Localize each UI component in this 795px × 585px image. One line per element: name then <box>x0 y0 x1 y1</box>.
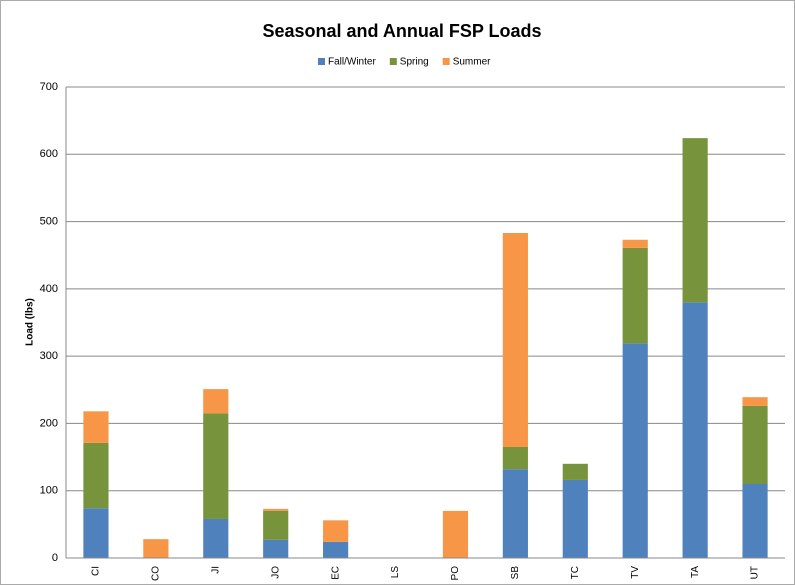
x-tick-label: TV <box>630 566 641 579</box>
bar-segment <box>502 233 528 447</box>
y-tick-label: 100 <box>40 485 58 497</box>
y-tick-label: 400 <box>40 283 58 295</box>
bar-segment <box>263 508 289 511</box>
bar-segment <box>742 483 768 558</box>
bar-segment <box>323 541 349 558</box>
bar-segment <box>203 389 229 414</box>
x-tick-label: JO <box>270 566 281 579</box>
chart-title: Seasonal and Annual FSP Loads <box>262 21 541 41</box>
bar-segment <box>323 520 349 542</box>
bar-segment <box>682 302 708 558</box>
x-tick-label: SB <box>510 566 521 580</box>
legend-label: Spring <box>400 57 429 68</box>
legend-swatch <box>389 58 397 65</box>
legend-swatch <box>318 58 325 65</box>
bar-segment <box>742 405 768 484</box>
bar-segment <box>442 510 469 558</box>
y-tick-label: 700 <box>40 81 58 93</box>
x-tick-label: UT <box>750 566 761 579</box>
bar-segment <box>562 479 588 558</box>
y-tick-label: 300 <box>40 350 58 362</box>
x-tick-label: TC <box>570 566 581 579</box>
bar-segment <box>742 397 768 406</box>
bar-segment <box>502 469 528 558</box>
bar-segment <box>263 510 289 540</box>
y-tick-label: 500 <box>40 215 58 227</box>
x-tick-label: PO <box>450 566 461 581</box>
y-tick-label: 600 <box>40 148 58 160</box>
x-tick-label: CO <box>151 566 162 581</box>
bar-segment <box>682 138 708 303</box>
x-tick-label: JI <box>210 566 221 574</box>
y-axis-label: Load (lbs) <box>25 298 36 346</box>
x-tick-label: LS <box>390 566 401 579</box>
x-tick-label: TA <box>690 566 701 578</box>
legend-swatch <box>442 58 450 65</box>
bar-segment <box>203 413 229 519</box>
x-tick-label: EC <box>330 566 341 580</box>
bar-segment <box>562 463 588 480</box>
y-tick-label: 0 <box>52 552 58 564</box>
bar-segment <box>83 411 109 443</box>
bar-segment <box>83 442 109 509</box>
bar-segment <box>622 247 648 344</box>
bar-segment <box>143 539 169 558</box>
bar-segment <box>263 539 289 558</box>
bar-segment <box>83 508 109 558</box>
bar-segment <box>622 343 648 558</box>
bar-segment <box>203 518 229 558</box>
legend-label: Summer <box>453 57 491 68</box>
y-tick-label: 200 <box>40 417 58 429</box>
legend-label: Fall/Winter <box>328 57 376 68</box>
bar-segment <box>622 239 648 248</box>
bar-segment <box>502 446 528 470</box>
x-tick-label: CI <box>91 566 102 576</box>
